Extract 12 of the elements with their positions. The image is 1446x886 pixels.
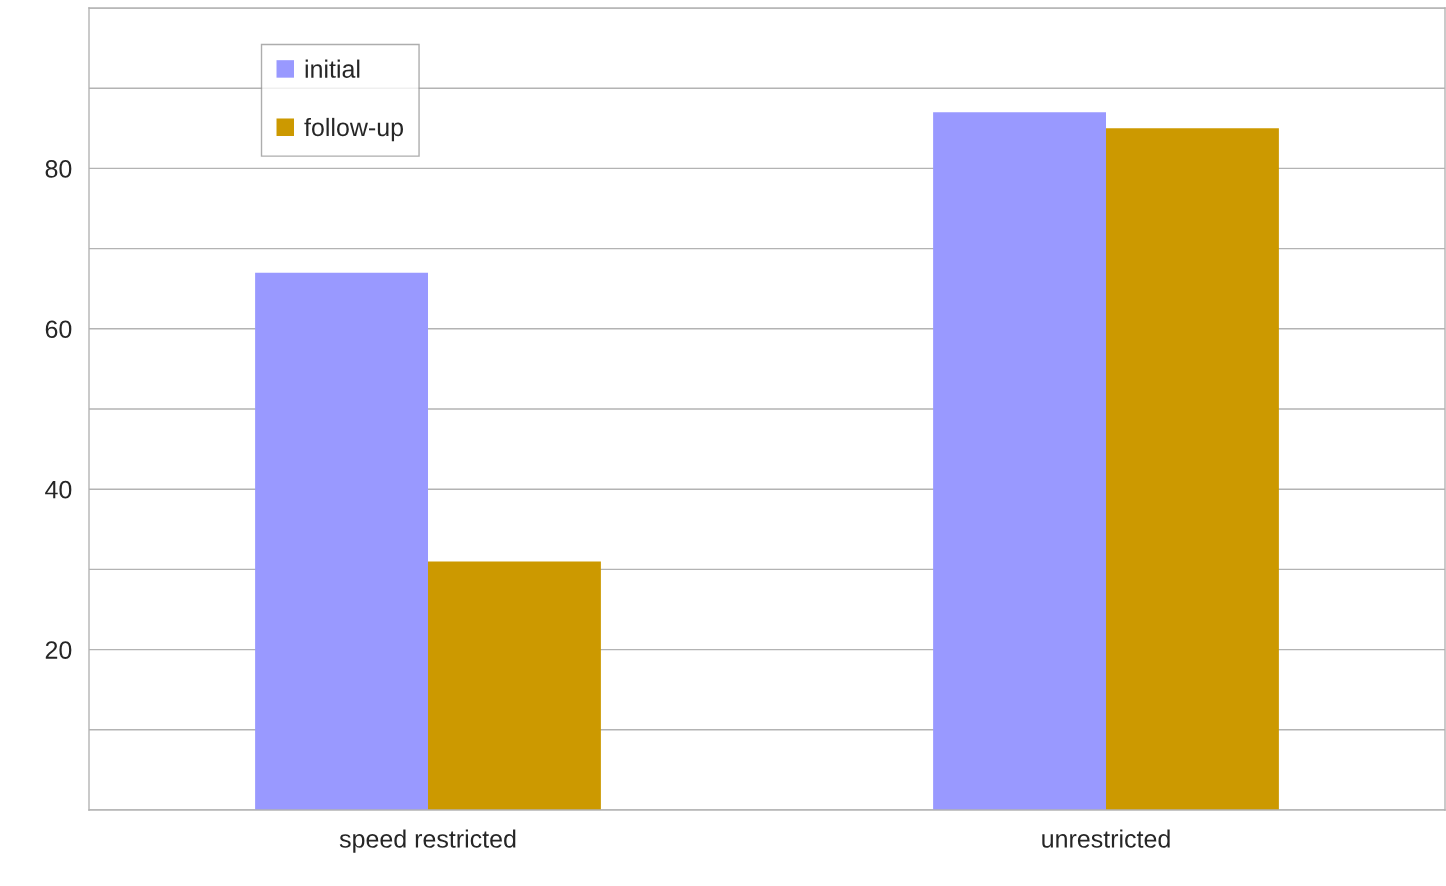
legend-label: initial <box>305 59 360 78</box>
y-tick-label: 60 <box>45 320 72 339</box>
y-tick-label: 40 <box>45 480 72 499</box>
bar <box>428 561 601 810</box>
x-tick-label: speed restricted <box>339 829 516 853</box>
x-tick-label: unrestricted <box>1042 829 1170 848</box>
legend-label: follow-up <box>304 117 404 142</box>
bar <box>933 112 1106 810</box>
bar <box>1106 128 1279 810</box>
bar <box>255 272 428 810</box>
y-tick-label: 80 <box>45 160 72 178</box>
y-tick-label: 20 <box>45 641 72 659</box>
